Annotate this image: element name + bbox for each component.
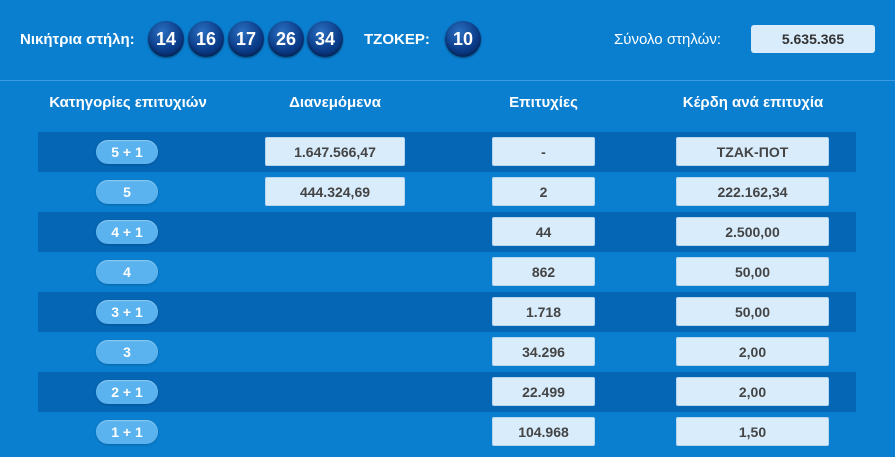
category-pill: 2 + 1 xyxy=(96,380,158,404)
winning-numbers-bar: Νικήτρια στήλη: 14 16 17 26 34 ΤΖΟΚΕΡ: 1… xyxy=(0,0,895,81)
distributed-amount: 1.647.566,47 xyxy=(265,137,405,166)
winning-number-ball: 16 xyxy=(188,21,224,57)
column-header-prize: Κέρδη ανά επιτυχία xyxy=(682,94,824,111)
total-columns-value: 5.635.365 xyxy=(751,25,875,53)
table-row: 2 + 1 22.499 2,00 xyxy=(38,372,856,412)
prize-per-winner: 2,00 xyxy=(676,377,829,406)
distributed-amount: 444.324,69 xyxy=(265,177,405,206)
table-row: 1 + 1 104.968 1,50 xyxy=(38,412,856,452)
table-row: 4 + 1 44 2.500,00 xyxy=(38,212,856,252)
prize-per-winner: 50,00 xyxy=(676,297,829,326)
winning-number-ball: 14 xyxy=(148,21,184,57)
category-pill: 5 + 1 xyxy=(96,140,158,164)
category-pill: 1 + 1 xyxy=(96,420,158,444)
joker-number-ball: 10 xyxy=(445,21,481,57)
category-pill: 3 xyxy=(96,340,158,364)
table-row: 3 34.296 2,00 xyxy=(38,332,856,372)
category-pill: 5 xyxy=(96,180,158,204)
table-row: 5 444.324,69 2 222.162,34 xyxy=(38,172,856,212)
prize-per-winner: 2.500,00 xyxy=(676,217,829,246)
winning-number-ball: 26 xyxy=(268,21,304,57)
column-header-categories: Κατηγορίες επιτυχιών xyxy=(49,94,207,111)
table-row: 3 + 1 1.718 50,00 xyxy=(38,292,856,332)
winners-count: - xyxy=(492,137,595,166)
total-columns-label: Σύνολο στηλών: xyxy=(614,31,721,48)
table-row: 4 862 50,00 xyxy=(38,252,856,292)
winners-count: 34.296 xyxy=(492,337,595,366)
winning-column-label: Νικήτρια στήλη: xyxy=(20,31,135,48)
winning-number-ball: 17 xyxy=(228,21,264,57)
winners-count: 2 xyxy=(492,177,595,206)
category-pill: 3 + 1 xyxy=(96,300,158,324)
winners-count: 22.499 xyxy=(492,377,595,406)
table-row: 5 + 1 1.647.566,47 - ΤΖΑΚ-ΠΟΤ xyxy=(38,132,856,172)
prize-per-winner: 222.162,34 xyxy=(676,177,829,206)
prize-per-winner: ΤΖΑΚ-ΠΟΤ xyxy=(676,137,829,166)
winners-count: 1.718 xyxy=(492,297,595,326)
prize-per-winner: 50,00 xyxy=(676,257,829,286)
prize-per-winner: 1,50 xyxy=(676,417,829,446)
prize-per-winner: 2,00 xyxy=(676,337,829,366)
category-pill: 4 xyxy=(96,260,158,284)
winners-count: 862 xyxy=(492,257,595,286)
winners-count: 44 xyxy=(492,217,595,246)
column-header-winners: Επιτυχίες xyxy=(509,94,578,111)
column-header-distributed: Διανεμόμενα xyxy=(289,94,381,111)
category-pill: 4 + 1 xyxy=(96,220,158,244)
winning-number-ball: 34 xyxy=(307,21,343,57)
joker-label: ΤΖΟΚΕΡ: xyxy=(364,31,430,48)
winners-count: 104.968 xyxy=(492,417,595,446)
